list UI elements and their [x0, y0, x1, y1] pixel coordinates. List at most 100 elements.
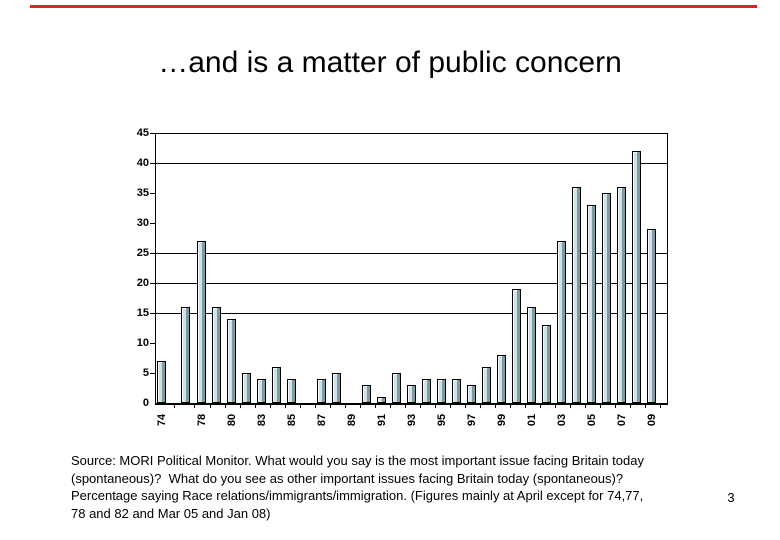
y-tick-15	[150, 313, 155, 314]
x-axis-label-74: 74	[156, 413, 168, 427]
bar-03	[557, 241, 566, 403]
y-tick-25	[150, 253, 155, 254]
y-tick-40	[150, 163, 155, 164]
bar-01	[527, 307, 536, 403]
x-tick	[585, 405, 586, 408]
x-axis-label-87: 87	[316, 413, 328, 427]
bar-slot3	[212, 307, 221, 403]
gridline-45	[156, 133, 667, 134]
gridline-25	[156, 253, 667, 254]
y-tick-45	[150, 133, 155, 134]
x-tick	[174, 405, 175, 408]
x-tick	[225, 405, 226, 408]
x-tick	[630, 405, 631, 408]
y-axis-label-25: 25	[136, 247, 149, 259]
y-axis-label-0: 0	[142, 397, 149, 409]
y-tick-35	[150, 193, 155, 194]
x-tick	[390, 405, 391, 408]
x-tick	[615, 405, 616, 408]
x-axis-label-85: 85	[286, 413, 298, 427]
y-axis-label-20: 20	[136, 277, 149, 289]
bar-99	[497, 355, 506, 403]
y-axis-label-45: 45	[136, 127, 149, 139]
y-axis-label-10: 10	[136, 337, 149, 349]
x-tick	[450, 405, 451, 408]
x-tick	[465, 405, 466, 408]
bar-slot17	[422, 379, 431, 403]
x-tick	[285, 405, 286, 408]
x-tick	[645, 405, 646, 408]
bar-91	[377, 397, 386, 403]
bar-slot27	[572, 187, 581, 403]
x-axis-label-89: 89	[346, 413, 358, 427]
y-axis-label-5: 5	[142, 367, 149, 379]
slide-title: …and is a matter of public concern	[158, 46, 622, 79]
x-axis-label-09: 09	[646, 413, 658, 427]
bar-05	[587, 205, 596, 403]
x-tick	[495, 405, 496, 408]
x-tick	[570, 405, 571, 408]
y-axis-label-15: 15	[136, 307, 149, 319]
bar-80	[227, 319, 236, 403]
y-axis-label-40: 40	[136, 157, 149, 169]
bar-87	[317, 379, 326, 403]
x-tick	[194, 405, 195, 408]
bar-slot1	[181, 307, 190, 403]
page-number: 3	[727, 490, 735, 505]
x-axis-label-80: 80	[226, 413, 238, 427]
x-tick	[315, 405, 316, 408]
gridline-15	[156, 313, 667, 314]
x-tick	[480, 405, 481, 408]
bar-slot7	[272, 367, 281, 403]
bar-07	[617, 187, 626, 403]
bar-slot21	[482, 367, 491, 403]
x-axis-label-01: 01	[526, 413, 538, 427]
x-axis-label-83: 83	[256, 413, 268, 427]
x-tick	[345, 405, 346, 408]
x-axis-label-95: 95	[436, 413, 448, 427]
bar-slot13	[362, 385, 371, 403]
bar-97	[467, 385, 476, 403]
x-tick	[540, 405, 541, 408]
x-tick	[330, 405, 331, 408]
x-tick	[270, 405, 271, 408]
bar-slot5	[242, 373, 251, 403]
bar-slot11	[332, 373, 341, 403]
x-axis-label-78: 78	[196, 413, 208, 427]
y-tick-5	[150, 373, 155, 374]
bar-slot15	[392, 373, 401, 403]
bar-slot19	[452, 379, 461, 403]
x-tick	[600, 405, 601, 408]
x-axis-label-07: 07	[616, 413, 628, 427]
top-rule-accent	[30, 5, 757, 8]
source-note: Source: MORI Political Monitor. What wou…	[71, 453, 644, 521]
bar-95	[437, 379, 446, 403]
x-tick	[525, 405, 526, 408]
x-tick	[255, 405, 256, 408]
x-axis-label-97: 97	[466, 413, 478, 427]
bar-74	[157, 361, 166, 403]
x-axis-label-93: 93	[406, 413, 418, 427]
x-tick	[360, 405, 361, 408]
y-tick-10	[150, 343, 155, 344]
x-tick	[555, 405, 556, 408]
y-axis-label-35: 35	[136, 187, 149, 199]
bar-78	[197, 241, 206, 403]
x-tick	[375, 405, 376, 408]
x-axis-label-03: 03	[556, 413, 568, 427]
bar-slot29	[602, 193, 611, 403]
y-axis-line	[155, 133, 156, 403]
x-axis-label-91: 91	[376, 413, 388, 427]
y-tick-30	[150, 223, 155, 224]
x-tick	[210, 405, 211, 408]
x-tick	[240, 405, 241, 408]
x-tick	[435, 405, 436, 408]
x-tick	[510, 405, 511, 408]
bar-85	[287, 379, 296, 403]
x-axis-label-99: 99	[496, 413, 508, 427]
bar-93	[407, 385, 416, 403]
y-axis-label-30: 30	[136, 217, 149, 229]
y-tick-20	[150, 283, 155, 284]
x-tick	[405, 405, 406, 408]
